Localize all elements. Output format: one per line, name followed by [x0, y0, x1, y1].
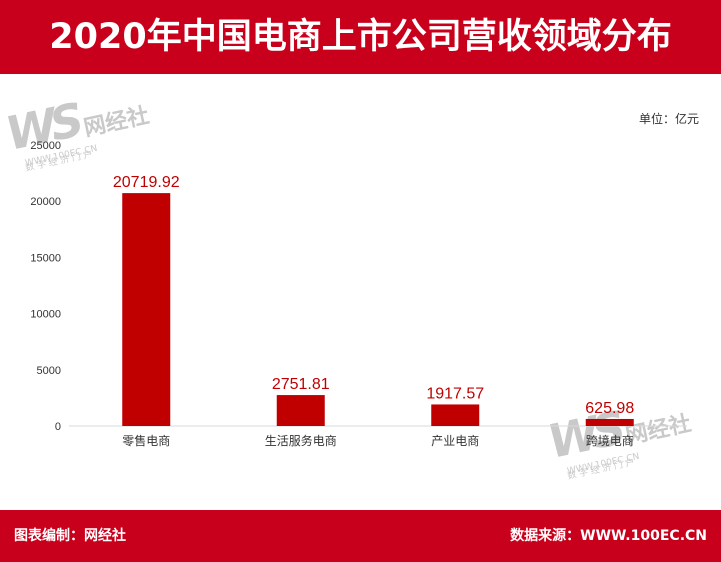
y-tick-label: 25000: [30, 140, 61, 152]
y-tick-label: 10000: [30, 309, 61, 321]
bar: [122, 193, 171, 426]
footer-source: 数据来源：WWW.100EC.CN: [510, 528, 707, 544]
y-tick-label: 0: [55, 421, 61, 433]
x-tick-label: 零售电商: [122, 433, 170, 448]
title-banner: [0, 0, 721, 74]
x-tick-label: 跨境电商: [586, 433, 634, 448]
y-tick-label: 5000: [37, 365, 61, 377]
footer-credit: 图表编制：网经社: [14, 528, 126, 544]
chart-title: 2020年中国电商上市公司营收领域分布: [49, 17, 672, 57]
data-label: 1917.57: [426, 385, 484, 402]
footer-banner: 图表编制：网经社 数据来源：WWW.100EC.CN: [0, 510, 721, 562]
bar: [431, 404, 480, 426]
data-label: 625.98: [585, 400, 634, 417]
unit-label: 单位：亿元: [638, 112, 699, 126]
y-tick-label: 15000: [30, 252, 61, 264]
data-label: 20719.92: [113, 174, 180, 191]
y-tick-label: 20000: [30, 196, 61, 208]
x-tick-label: 生活服务电商: [265, 433, 337, 448]
bar: [585, 418, 634, 426]
data-label: 2751.81: [272, 376, 330, 393]
bar: [276, 395, 325, 426]
x-tick-label: 产业电商: [431, 433, 479, 448]
